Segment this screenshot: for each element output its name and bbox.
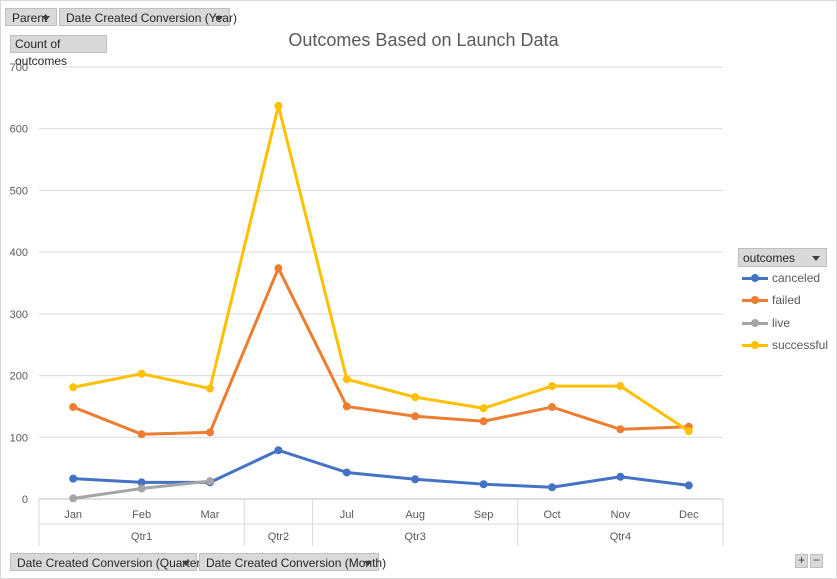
filter-parent-button[interactable]: Parent [5,8,57,26]
data-point-successful[interactable] [137,369,146,378]
series-line-successful[interactable] [71,104,691,433]
filter-parent-label: Parent [12,11,48,25]
chevron-down-icon [215,16,223,21]
data-point-failed[interactable] [274,264,283,273]
filter-year-button[interactable]: Date Created Conversion (Year) [59,8,237,26]
filter-year-label: Date Created Conversion (Year) [66,11,237,25]
data-point-successful[interactable] [616,382,625,391]
x-tick-label: Nov [611,509,631,521]
data-point-live[interactable] [137,484,146,493]
chart-title: Outcomes Based on Launch Data [288,30,559,50]
legend-label: failed [772,293,801,307]
data-point-canceled[interactable] [411,475,420,484]
quarter-label: Qtr3 [404,531,425,543]
values-field-label: Count of outcomes [15,37,68,68]
x-tick-label: Dec [679,509,699,521]
data-point-failed[interactable] [206,428,214,437]
data-point-canceled[interactable] [342,468,351,477]
chevron-down-icon [42,16,50,21]
legend-label: live [772,316,791,330]
legend-marker-swatch [751,319,759,327]
chevron-down-icon [364,561,372,566]
collapse-field-button[interactable]: − [810,554,823,568]
legend-marker-swatch [751,341,759,349]
data-point-failed[interactable] [342,402,351,411]
data-point-successful[interactable] [411,393,420,402]
y-tick-label: 0 [22,494,28,506]
y-tick-label: 300 [10,309,28,321]
values-field-badge[interactable]: Count of outcomes [10,35,107,68]
data-point-successful[interactable] [684,427,693,436]
y-tick-label: 500 [10,185,28,197]
data-point-successful[interactable] [548,382,556,391]
data-point-failed[interactable] [548,403,556,412]
x-tick-label: Aug [405,509,425,521]
data-point-successful[interactable] [342,375,351,384]
data-point-successful[interactable] [69,383,78,392]
data-point-live[interactable] [69,494,78,503]
data-point-failed[interactable] [69,403,78,412]
legend-label: successful [772,338,829,352]
filter-month-label: Date Created Conversion (Month) [206,556,387,570]
y-tick-label: 600 [10,124,28,136]
x-tick-label: Jul [340,509,354,521]
y-tick-label: 700 [10,62,28,74]
quarter-label: Qtr2 [268,531,289,543]
data-point-successful[interactable] [274,101,283,110]
data-point-failed[interactable] [137,430,146,439]
data-point-canceled[interactable] [616,472,625,481]
data-point-canceled[interactable] [69,474,78,483]
chevron-down-icon [812,256,820,261]
legend-marker-swatch [751,274,759,282]
expand-field-button[interactable]: + [795,554,808,568]
data-point-failed[interactable] [616,425,625,434]
chevron-down-icon [182,561,190,566]
data-point-canceled[interactable] [684,481,693,490]
legend-field-button[interactable]: outcomes [738,248,827,267]
data-point-successful[interactable] [479,404,488,413]
legend-label: canceled [772,271,821,285]
data-point-canceled[interactable] [274,446,283,455]
quarter-label: Qtr4 [610,531,631,543]
data-point-canceled[interactable] [479,480,488,489]
filter-month-button[interactable]: Date Created Conversion (Month) [199,553,386,571]
filter-quarter-button[interactable]: Date Created Conversion (Quarter) [10,553,204,571]
y-tick-label: 200 [10,371,28,383]
series-line-failed[interactable] [71,266,691,436]
data-point-successful[interactable] [206,384,214,393]
y-tick-label: 400 [10,247,28,259]
legend-marker-swatch [751,296,759,304]
data-point-failed[interactable] [411,412,420,421]
quarter-label: Qtr1 [131,531,152,543]
x-tick-label: Sep [474,509,494,521]
x-tick-label: Jan [64,509,82,521]
x-tick-label: Mar [201,509,220,521]
data-point-failed[interactable] [479,417,488,426]
data-point-canceled[interactable] [548,483,556,492]
y-tick-label: 100 [10,432,28,444]
data-point-live[interactable] [206,477,214,486]
legend-field-label: outcomes [743,251,796,265]
filter-quarter-label: Date Created Conversion (Quarter) [17,556,205,570]
series-line-canceled[interactable] [71,448,691,489]
x-tick-label: Oct [543,509,560,521]
x-tick-label: Feb [132,509,151,521]
